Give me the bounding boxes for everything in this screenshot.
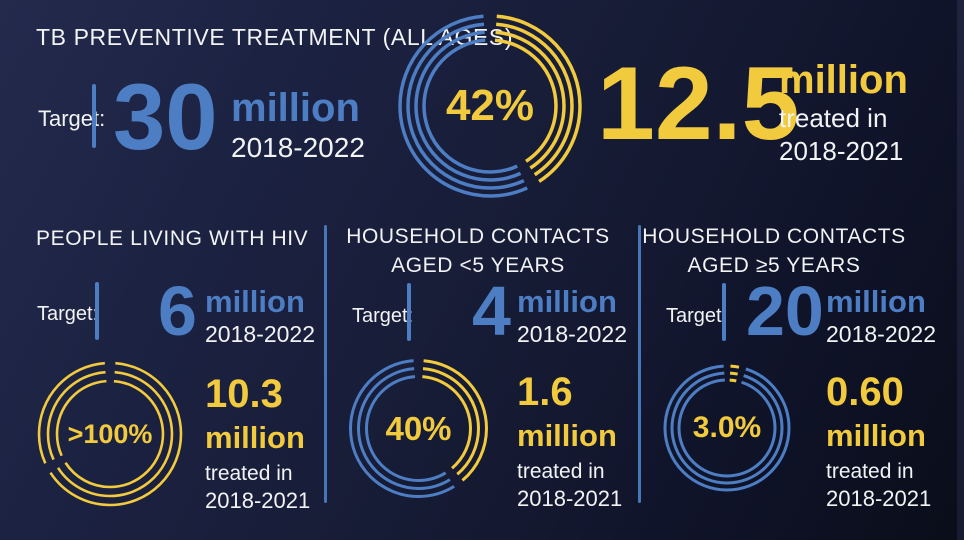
overall-target-value: 30 [113, 64, 218, 169]
section-hiv-target-value: 6 [158, 272, 197, 350]
section-hiv-target-divider-bar [95, 282, 99, 340]
section-hiv-result-caption: treated in [205, 462, 293, 485]
section-under5-target-label: Target: [352, 305, 414, 327]
section-hiv-result-unit: million [205, 420, 305, 455]
section-over5-result-block: 0.60 million treated in 2018-2021 [826, 372, 931, 513]
donut-chart-over5: 3.0% [661, 362, 793, 494]
section-over5-result-caption: treated in [826, 460, 914, 483]
section-over5-target-unit-block: million 2018-2022 [826, 286, 936, 349]
section-hiv-target-label: Target: [37, 303, 99, 325]
section-under5-result-block: 1.6 million treated in 2018-2021 [517, 372, 622, 513]
section-over5-result-unit: million [826, 418, 926, 453]
section-under5-target-unit: million [517, 284, 617, 319]
donut-under5-percent-label: 40% [385, 409, 452, 447]
overall-result-period: 2018-2021 [779, 136, 904, 167]
section-over5-target-label: Target: [666, 305, 728, 327]
overall-result-unit: million [779, 58, 908, 102]
section-under5-title: HOUSEHOLD CONTACTS AGED <5 YEARS [330, 222, 626, 281]
overall-result-caption: treated in [779, 103, 888, 133]
section-hiv-result-block: 10.3 million treated in 2018-2021 [205, 374, 310, 515]
right-edge-gradient [957, 0, 964, 540]
section-over5-target-unit: million [826, 284, 926, 319]
section-under5-result-caption: treated in [517, 460, 605, 483]
overall-target-unit: million [231, 86, 360, 130]
donut-overall-percent-label: 42% [445, 81, 535, 130]
section-under5-target-divider-bar [407, 283, 411, 341]
overall-result-value: 12.5 [597, 46, 800, 162]
section-divider-left [324, 225, 327, 503]
section-over5-target-divider-bar [722, 283, 726, 341]
section-hiv-target-unit-block: million 2018-2022 [205, 286, 315, 349]
section-hiv-title: PEOPLE LIVING WITH HIV [36, 227, 309, 250]
overall-target-divider-bar [92, 84, 96, 148]
donut-chart-under5: 40% [346, 356, 491, 501]
section-hiv-target-unit: million [205, 284, 305, 319]
donut-chart-hiv: >100% [35, 359, 185, 509]
overall-target-unit-block: million 2018-2022 [231, 88, 365, 165]
section-under5-result-value: 1.6 [517, 370, 573, 414]
section-hiv-target-period: 2018-2022 [205, 321, 315, 347]
section-hiv-result-period: 2018-2021 [205, 488, 311, 514]
section-over5-title: HOUSEHOLD CONTACTS AGED ≥5 YEARS [640, 222, 908, 281]
donut-chart-overall: 42% [395, 11, 585, 201]
section-hiv-result-value: 10.3 [205, 372, 283, 416]
section-under5-result-unit: million [517, 418, 617, 453]
section-divider-right [638, 225, 641, 503]
section-under5-target-unit-block: million 2018-2022 [517, 286, 627, 349]
section-over5-title-line1: HOUSEHOLD CONTACTS [642, 225, 906, 248]
overall-result-caption-block: million treated in 2018-2021 [779, 60, 908, 167]
donut-hiv-percent-label: >100% [67, 418, 153, 449]
section-under5-result-period: 2018-2021 [517, 486, 623, 512]
donut-over5-percent-label: 3.0% [692, 411, 762, 444]
section-over5-title-line2: AGED ≥5 YEARS [687, 254, 861, 278]
section-over5-result-period: 2018-2021 [826, 486, 932, 512]
section-under5-title-line1: HOUSEHOLD CONTACTS [346, 225, 610, 248]
section-over5-result-value: 0.60 [826, 370, 904, 414]
section-over5-target-period: 2018-2022 [826, 321, 936, 347]
section-under5-target-value: 4 [472, 272, 511, 350]
overall-target-period: 2018-2022 [231, 132, 365, 163]
section-under5-title-line2: AGED <5 YEARS [391, 254, 565, 278]
section-under5-target-period: 2018-2022 [517, 321, 627, 347]
section-over5-target-value: 20 [746, 272, 824, 350]
